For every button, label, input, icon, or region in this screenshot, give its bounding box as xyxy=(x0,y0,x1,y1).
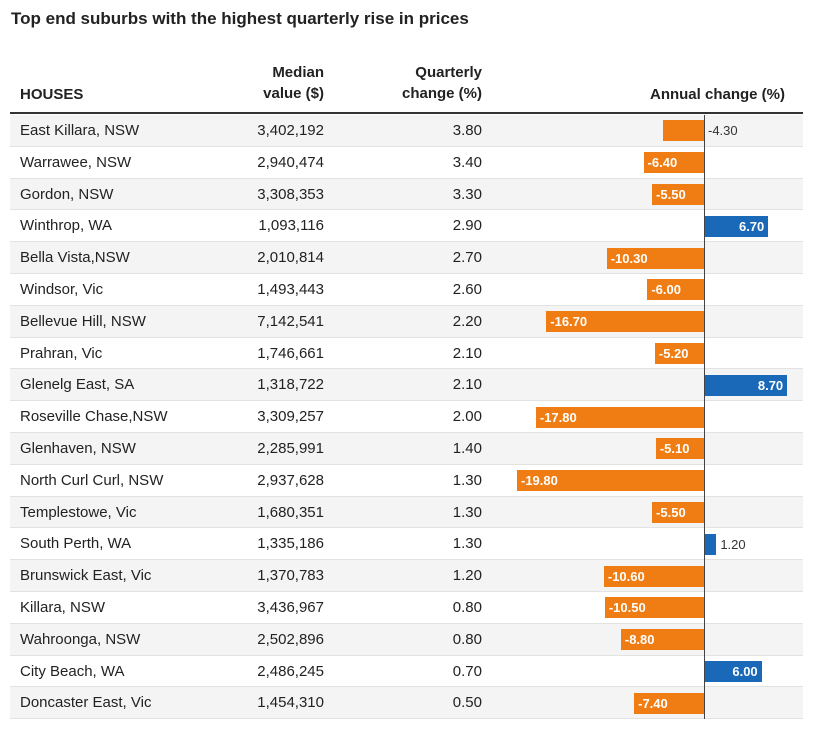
quarterly-change-cell: 1.30 xyxy=(452,471,482,489)
table-row: North Curl Curl, NSW 2,937,628 1.30 xyxy=(10,465,803,497)
table-row: Windsor, Vic 1,493,443 2.60 xyxy=(10,274,803,306)
suburb-cell: Windsor, Vic xyxy=(20,281,104,298)
table-row: South Perth, WA 1,335,186 1.30 xyxy=(10,528,803,561)
header-median-value: Median value ($) xyxy=(263,62,324,104)
suburb-cell: Doncaster East, Vic xyxy=(20,694,152,712)
header-median-line2: value ($) xyxy=(263,85,324,102)
table-row: Bellevue Hill, NSW 7,142,541 2.20 xyxy=(10,305,803,338)
median-value-cell: 1,680,351 xyxy=(257,503,324,521)
median-value-cell: 3,309,257 xyxy=(257,408,324,426)
suburb-cell: Bellevue Hill, NSW xyxy=(20,312,146,330)
median-value-cell: 1,746,661 xyxy=(257,344,324,362)
header-houses: HOUSES xyxy=(20,86,84,103)
quarterly-change-cell: 0.80 xyxy=(452,630,482,648)
header-divider xyxy=(10,112,803,114)
quarterly-change-cell: 2.10 xyxy=(452,344,482,362)
table-row: Gordon, NSW 3,308,353 3.30 xyxy=(10,178,803,211)
median-value-cell: 2,502,896 xyxy=(257,630,324,648)
header-annual-change: Annual change (%) xyxy=(649,86,785,103)
table-row: Roseville Chase,NSW 3,309,257 2.00 xyxy=(10,401,803,433)
table-row: Bella Vista,NSW 2,010,814 2.70 xyxy=(10,242,803,274)
median-value-cell: 3,436,967 xyxy=(257,599,324,616)
suburb-cell: Roseville Chase,NSW xyxy=(20,408,168,426)
suburb-cell: Wahroonga, NSW xyxy=(20,630,141,648)
median-value-cell: 3,308,353 xyxy=(257,185,324,203)
table-row: Killara, NSW 3,436,967 0.80 xyxy=(10,592,803,624)
median-value-cell: 1,454,310 xyxy=(257,694,324,712)
median-value-cell: 2,486,245 xyxy=(257,662,324,680)
table-row: Prahran, Vic 1,746,661 2.10 xyxy=(10,338,803,370)
suburb-cell: Gordon, NSW xyxy=(20,185,114,203)
table-row: Glenhaven, NSW 2,285,991 1.40 xyxy=(10,433,803,465)
quarterly-change-cell: 2.70 xyxy=(452,249,482,267)
quarterly-change-cell: 3.30 xyxy=(452,185,482,203)
quarterly-change-cell: 0.80 xyxy=(452,599,482,616)
table-row: Winthrop, WA 1,093,116 2.90 xyxy=(10,210,803,243)
median-value-cell: 7,142,541 xyxy=(257,312,324,330)
quarterly-change-cell: 1.30 xyxy=(452,535,482,553)
median-value-cell: 2,010,814 xyxy=(257,249,324,267)
quarterly-change-cell: 0.50 xyxy=(452,694,482,712)
suburb-cell: Warrawee, NSW xyxy=(20,153,132,171)
quarterly-change-cell: 1.30 xyxy=(452,503,482,521)
table-row: Brunswick East, Vic 1,370,783 1.20 xyxy=(10,560,803,592)
header-quarterly-change: Quarterly change (%) xyxy=(402,62,482,104)
median-value-cell: 1,093,116 xyxy=(258,217,324,235)
median-value-cell: 1,370,783 xyxy=(257,567,324,585)
quarterly-change-cell: 2.10 xyxy=(452,376,482,394)
quarterly-change-cell: 2.90 xyxy=(452,217,482,235)
suburb-cell: Brunswick East, Vic xyxy=(20,567,152,585)
quarterly-change-cell: 2.20 xyxy=(452,312,482,330)
quarterly-change-cell: 3.40 xyxy=(452,153,482,171)
table-row: Warrawee, NSW 2,940,474 3.40 xyxy=(10,147,803,179)
median-value-cell: 1,318,722 xyxy=(257,376,324,394)
suburb-cell: Bella Vista,NSW xyxy=(20,249,130,267)
table-row: Glenelg East, SA 1,318,722 2.10 xyxy=(10,369,803,402)
header-quarterly-line2: change (%) xyxy=(401,85,482,102)
table-row: Templestowe, Vic 1,680,351 1.30 xyxy=(10,496,803,529)
quarterly-change-cell: 2.60 xyxy=(452,281,482,298)
suburb-cell: Killara, NSW xyxy=(20,599,106,616)
suburb-cell: Glenelg East, SA xyxy=(20,376,135,394)
table-row: East Killara, NSW 3,402,192 3.80 xyxy=(10,115,803,147)
quarterly-change-cell: 1.20 xyxy=(452,567,482,585)
suburb-cell: Prahran, Vic xyxy=(20,344,103,362)
median-value-cell: 2,940,474 xyxy=(257,153,324,171)
suburb-cell: City Beach, WA xyxy=(20,662,125,680)
header-median-line1: Median xyxy=(272,64,324,81)
median-value-cell: 1,493,443 xyxy=(257,281,324,298)
table-row: Wahroonga, NSW 2,502,896 0.80 xyxy=(10,623,803,656)
quarterly-change-cell: 1.40 xyxy=(452,440,482,457)
median-value-cell: 3,402,192 xyxy=(257,122,324,139)
suburb-cell: South Perth, WA xyxy=(20,535,132,553)
table-row: City Beach, WA 2,486,245 0.70 xyxy=(10,656,803,688)
suburb-cell: Templestowe, Vic xyxy=(20,503,137,521)
suburb-cell: Winthrop, WA xyxy=(20,217,112,235)
quarterly-change-cell: 3.80 xyxy=(452,122,482,139)
median-value-cell: 1,335,186 xyxy=(257,535,324,553)
table-row: Doncaster East, Vic 1,454,310 0.50 xyxy=(10,687,803,720)
suburb-cell: North Curl Curl, NSW xyxy=(20,471,164,489)
median-value-cell: 2,285,991 xyxy=(257,440,324,457)
suburb-cell: Glenhaven, NSW xyxy=(20,440,136,457)
quarterly-change-cell: 0.70 xyxy=(452,662,482,680)
suburb-cell: East Killara, NSW xyxy=(20,122,140,139)
header-quarterly-line1: Quarterly xyxy=(415,64,482,81)
median-value-cell: 2,937,628 xyxy=(257,471,324,489)
chart-title: Top end suburbs with the highest quarter… xyxy=(11,9,469,28)
quarterly-change-cell: 2.00 xyxy=(452,408,482,426)
